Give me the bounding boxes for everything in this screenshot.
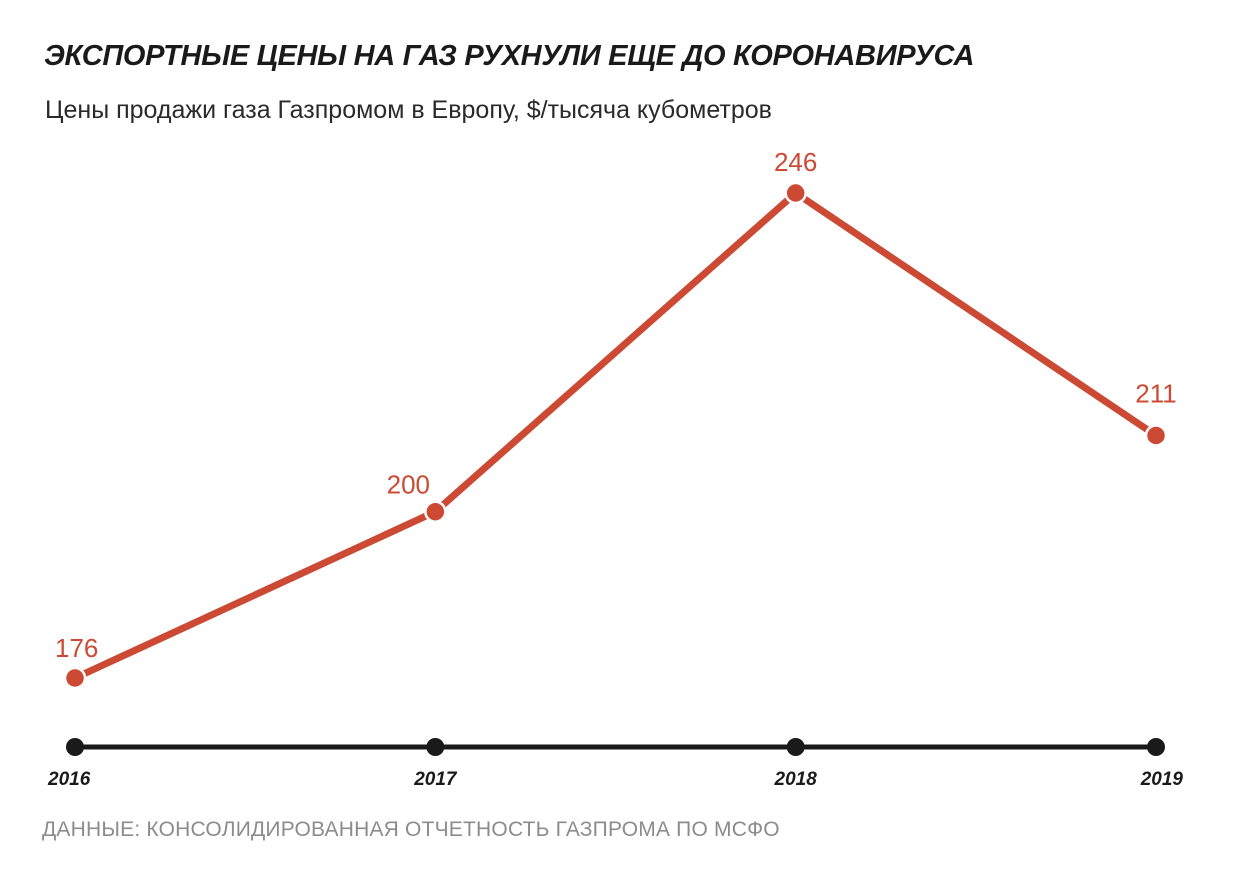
- x-axis-tick-dot: [1147, 738, 1165, 756]
- x-axis-tick-dot: [66, 738, 84, 756]
- data-label: 211: [1135, 379, 1176, 409]
- source-note: ДАННЫЕ: КОНСОЛИДИРОВАННАЯ ОТЧЕТНОСТЬ ГАЗ…: [42, 818, 780, 841]
- x-tick-label: 2017: [413, 769, 458, 790]
- data-label: 246: [774, 147, 817, 177]
- data-label: 176: [55, 633, 98, 663]
- data-label: 200: [387, 470, 430, 500]
- data-point: [1144, 424, 1168, 447]
- chart-subtitle: Цены продажи газа Газпромом в Европу, $/…: [45, 96, 772, 124]
- data-point: [784, 181, 807, 205]
- x-tick-label: 2018: [774, 769, 818, 790]
- series-line: [71, 189, 1160, 682]
- data-point: [63, 666, 87, 690]
- x-axis-tick-dot: [426, 738, 445, 756]
- x-axis-tick-dot: [786, 738, 805, 756]
- x-tick-label: 2016: [47, 769, 91, 790]
- chart-title: ЭКСПОРТНЫЕ ЦЕНЫ НА ГАЗ РУХНУЛИ ЕЩЕ ДО КО…: [44, 40, 975, 72]
- data-point: [424, 500, 447, 523]
- x-tick-label: 2019: [1140, 769, 1184, 790]
